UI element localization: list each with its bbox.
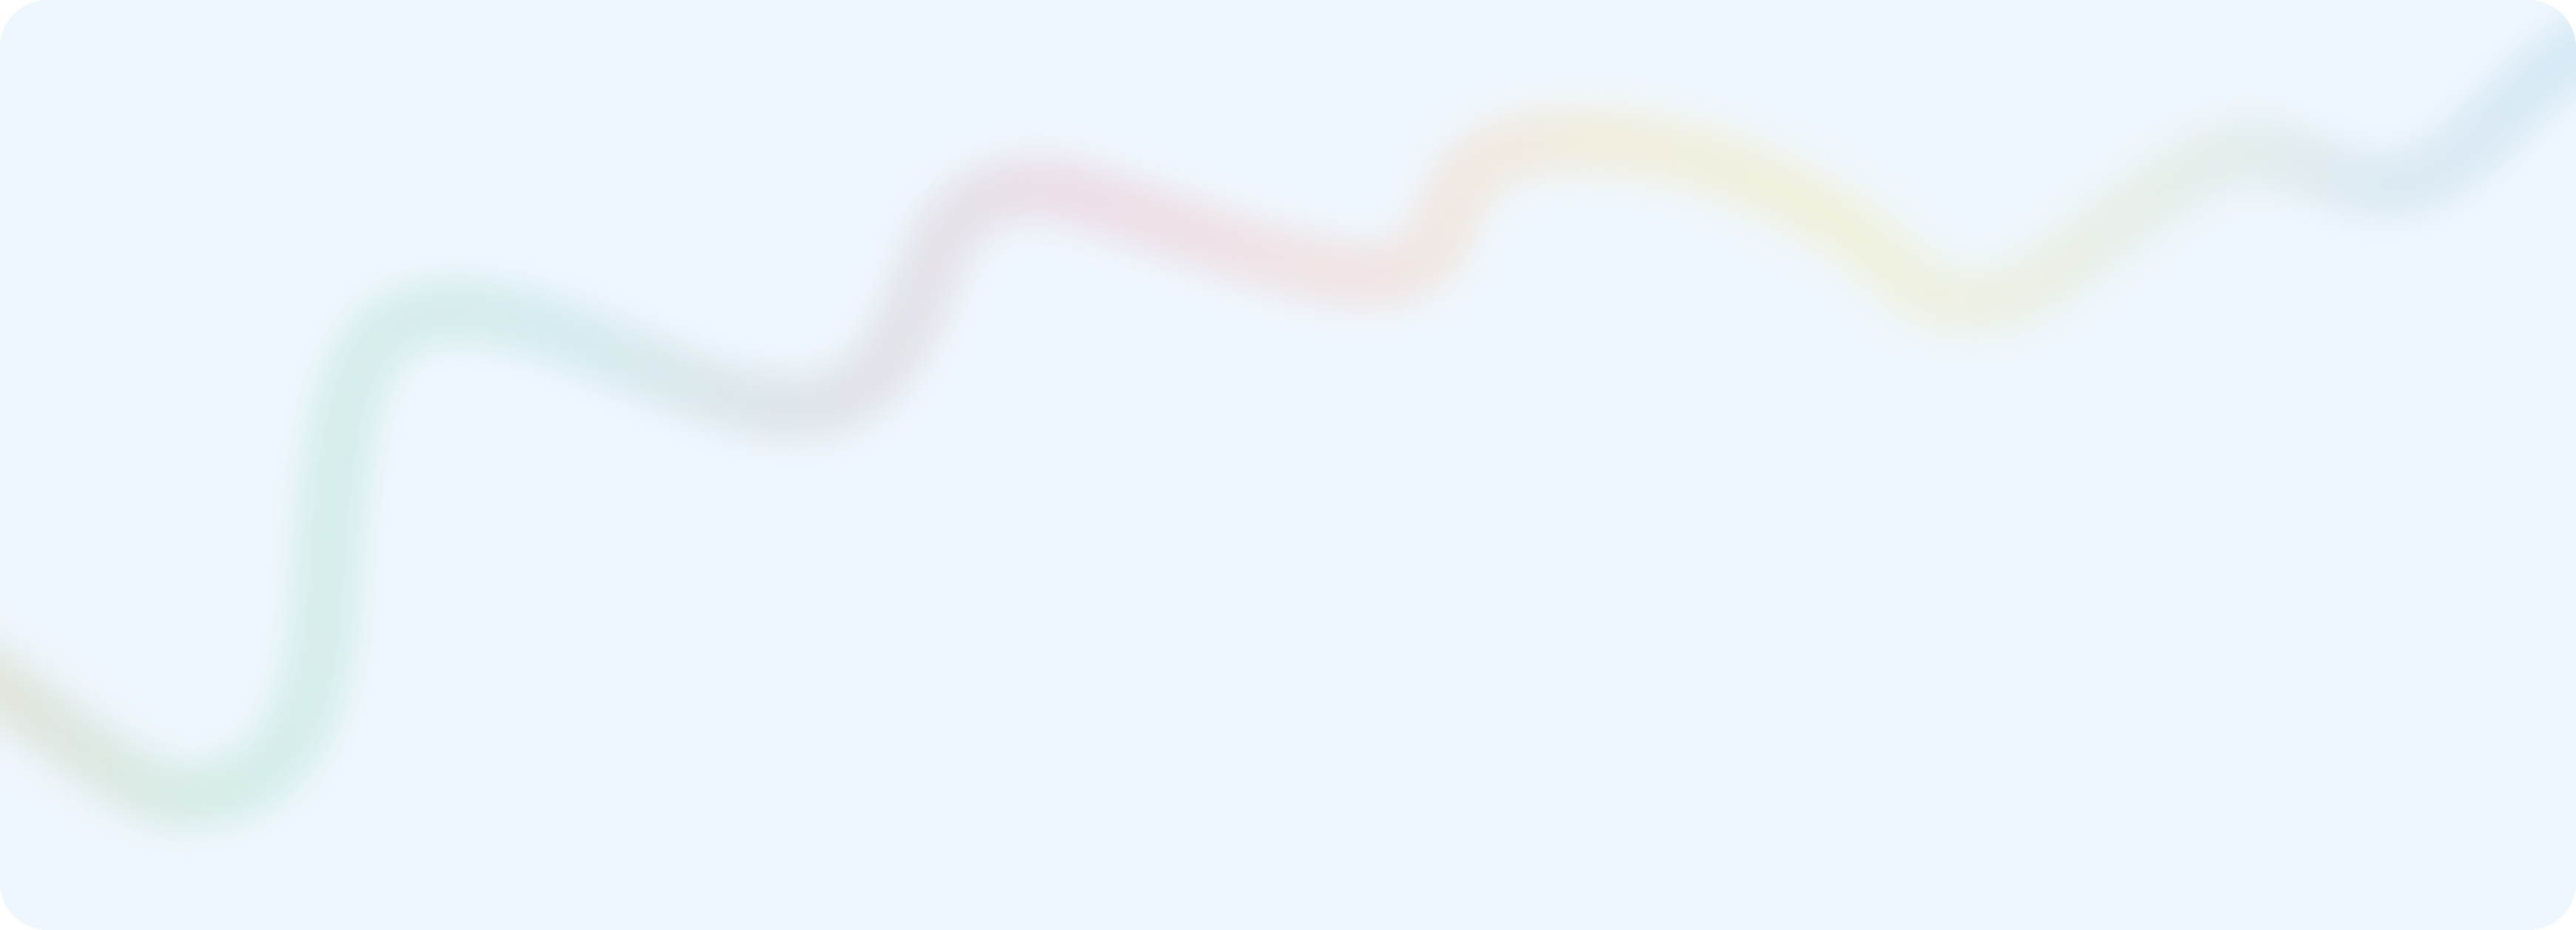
wave-stroke [0, 14, 2576, 830]
